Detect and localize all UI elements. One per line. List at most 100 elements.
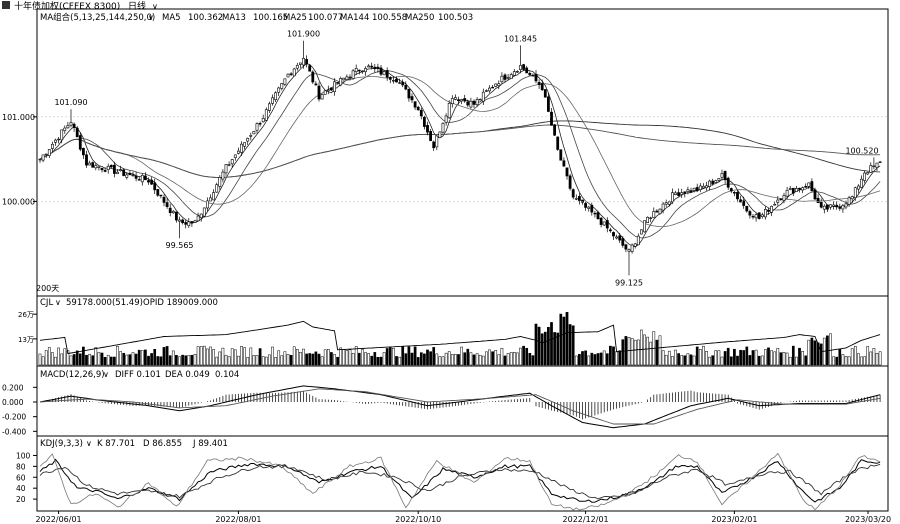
candle-body: [72, 123, 76, 128]
price-y-tick-label: 100.000: [2, 197, 35, 206]
candle-body: [832, 204, 836, 207]
candle-body: [875, 162, 879, 168]
volume-bar: [413, 346, 417, 366]
price-candle: [162, 194, 166, 207]
volume-bar: [41, 356, 45, 366]
price-candle: [75, 125, 79, 138]
volume-bar: [196, 346, 200, 366]
candle-body: [608, 229, 612, 232]
price-candle: [472, 99, 476, 108]
price-candle: [391, 76, 395, 84]
volume-bar: [599, 352, 603, 366]
volume-bar: [503, 355, 507, 366]
price-candle: [131, 171, 135, 177]
volume-bar: [274, 357, 277, 366]
price-candle: [708, 179, 712, 191]
candle-body: [534, 73, 538, 82]
price-candle: [206, 197, 209, 212]
volume-bar: [543, 331, 547, 366]
candle-body: [624, 244, 628, 250]
ma-legend-label[interactable]: MA组合(5,13,25,144,250,0): [40, 12, 155, 23]
chevron-down-icon[interactable]: ∨: [103, 370, 109, 379]
candle-body: [748, 211, 752, 216]
volume-bar: [178, 356, 181, 366]
price-candle: [689, 187, 693, 193]
candle-body: [506, 77, 510, 79]
chevron-down-icon[interactable]: ∨: [148, 13, 154, 22]
macd-legend-label[interactable]: MACD(12,26,9): [40, 370, 105, 380]
volume-bar: [308, 353, 312, 366]
price-candle: [50, 141, 54, 153]
price-candle: [801, 186, 805, 194]
candle-body: [878, 161, 882, 164]
candle-body: [187, 221, 191, 226]
chevron-down-icon[interactable]: ∨: [152, 2, 158, 11]
volume-legend-label[interactable]: CJL: [40, 298, 53, 308]
price-marker: 200天: [36, 284, 59, 293]
volume-bar: [841, 354, 845, 366]
price-candle: [562, 157, 566, 167]
price-candle: [357, 69, 361, 75]
volume-bar: [156, 356, 160, 366]
candle-body: [264, 109, 268, 121]
price-candle: [739, 195, 743, 203]
price-candle: [444, 113, 448, 126]
volume-bar: [571, 325, 575, 366]
candle-body: [649, 217, 653, 219]
kdj-legend-label[interactable]: KDJ(9,3,3): [40, 439, 83, 449]
volume-bar: [224, 354, 228, 366]
candle-body: [298, 62, 302, 65]
volume-bar: [289, 355, 293, 366]
period-selector[interactable]: 日线: [128, 0, 146, 12]
candle-body: [537, 82, 541, 86]
volume-layer: [38, 312, 882, 366]
candle-body: [652, 211, 656, 218]
candle-body: [695, 187, 699, 191]
chevron-down-icon[interactable]: ∨: [86, 439, 92, 448]
volume-bar: [481, 355, 485, 366]
price-candle: [94, 163, 98, 171]
volume-bar: [574, 355, 578, 366]
price-candle: [556, 136, 560, 151]
volume-bar: [69, 355, 73, 366]
candle-body: [488, 87, 491, 92]
volume-bar: [457, 354, 460, 366]
volume-bar: [326, 349, 330, 366]
price-candle: [503, 73, 507, 83]
volume-bar: [509, 352, 513, 366]
candle-body: [543, 89, 547, 98]
price-candle: [832, 201, 836, 210]
price-candle: [292, 67, 296, 77]
candle-body: [869, 165, 873, 173]
volume-bar: [419, 352, 423, 366]
volume-bar: [785, 352, 789, 366]
chevron-down-icon[interactable]: ∨: [55, 298, 61, 307]
volume-bar: [590, 352, 594, 366]
price-candle: [853, 186, 857, 201]
volume-bar: [568, 324, 572, 366]
volume-bar: [633, 339, 637, 366]
volume-bar: [429, 351, 432, 366]
candle-body: [528, 73, 532, 76]
candle-body: [763, 208, 767, 218]
volume-bar: [562, 316, 566, 366]
candle-body: [199, 213, 203, 219]
volume-bar: [116, 345, 119, 366]
price-candle: [410, 93, 414, 103]
candle-body: [850, 196, 854, 200]
volume-bar: [689, 354, 693, 366]
price-candle: [630, 243, 634, 254]
volume-legend-value: 59178.000(51.49): [66, 298, 143, 308]
window-menu-icon[interactable]: [2, 1, 10, 9]
ma250-line: [39, 124, 881, 178]
volume-bar: [252, 355, 256, 366]
candle-body: [667, 201, 671, 205]
volume-bar: [51, 352, 54, 366]
price-candle: [54, 138, 57, 146]
candle-body: [385, 70, 389, 78]
candle-body: [432, 141, 436, 149]
candle-body: [773, 204, 777, 206]
volume-bar: [776, 348, 780, 366]
candlestick-layer: [38, 40, 882, 276]
